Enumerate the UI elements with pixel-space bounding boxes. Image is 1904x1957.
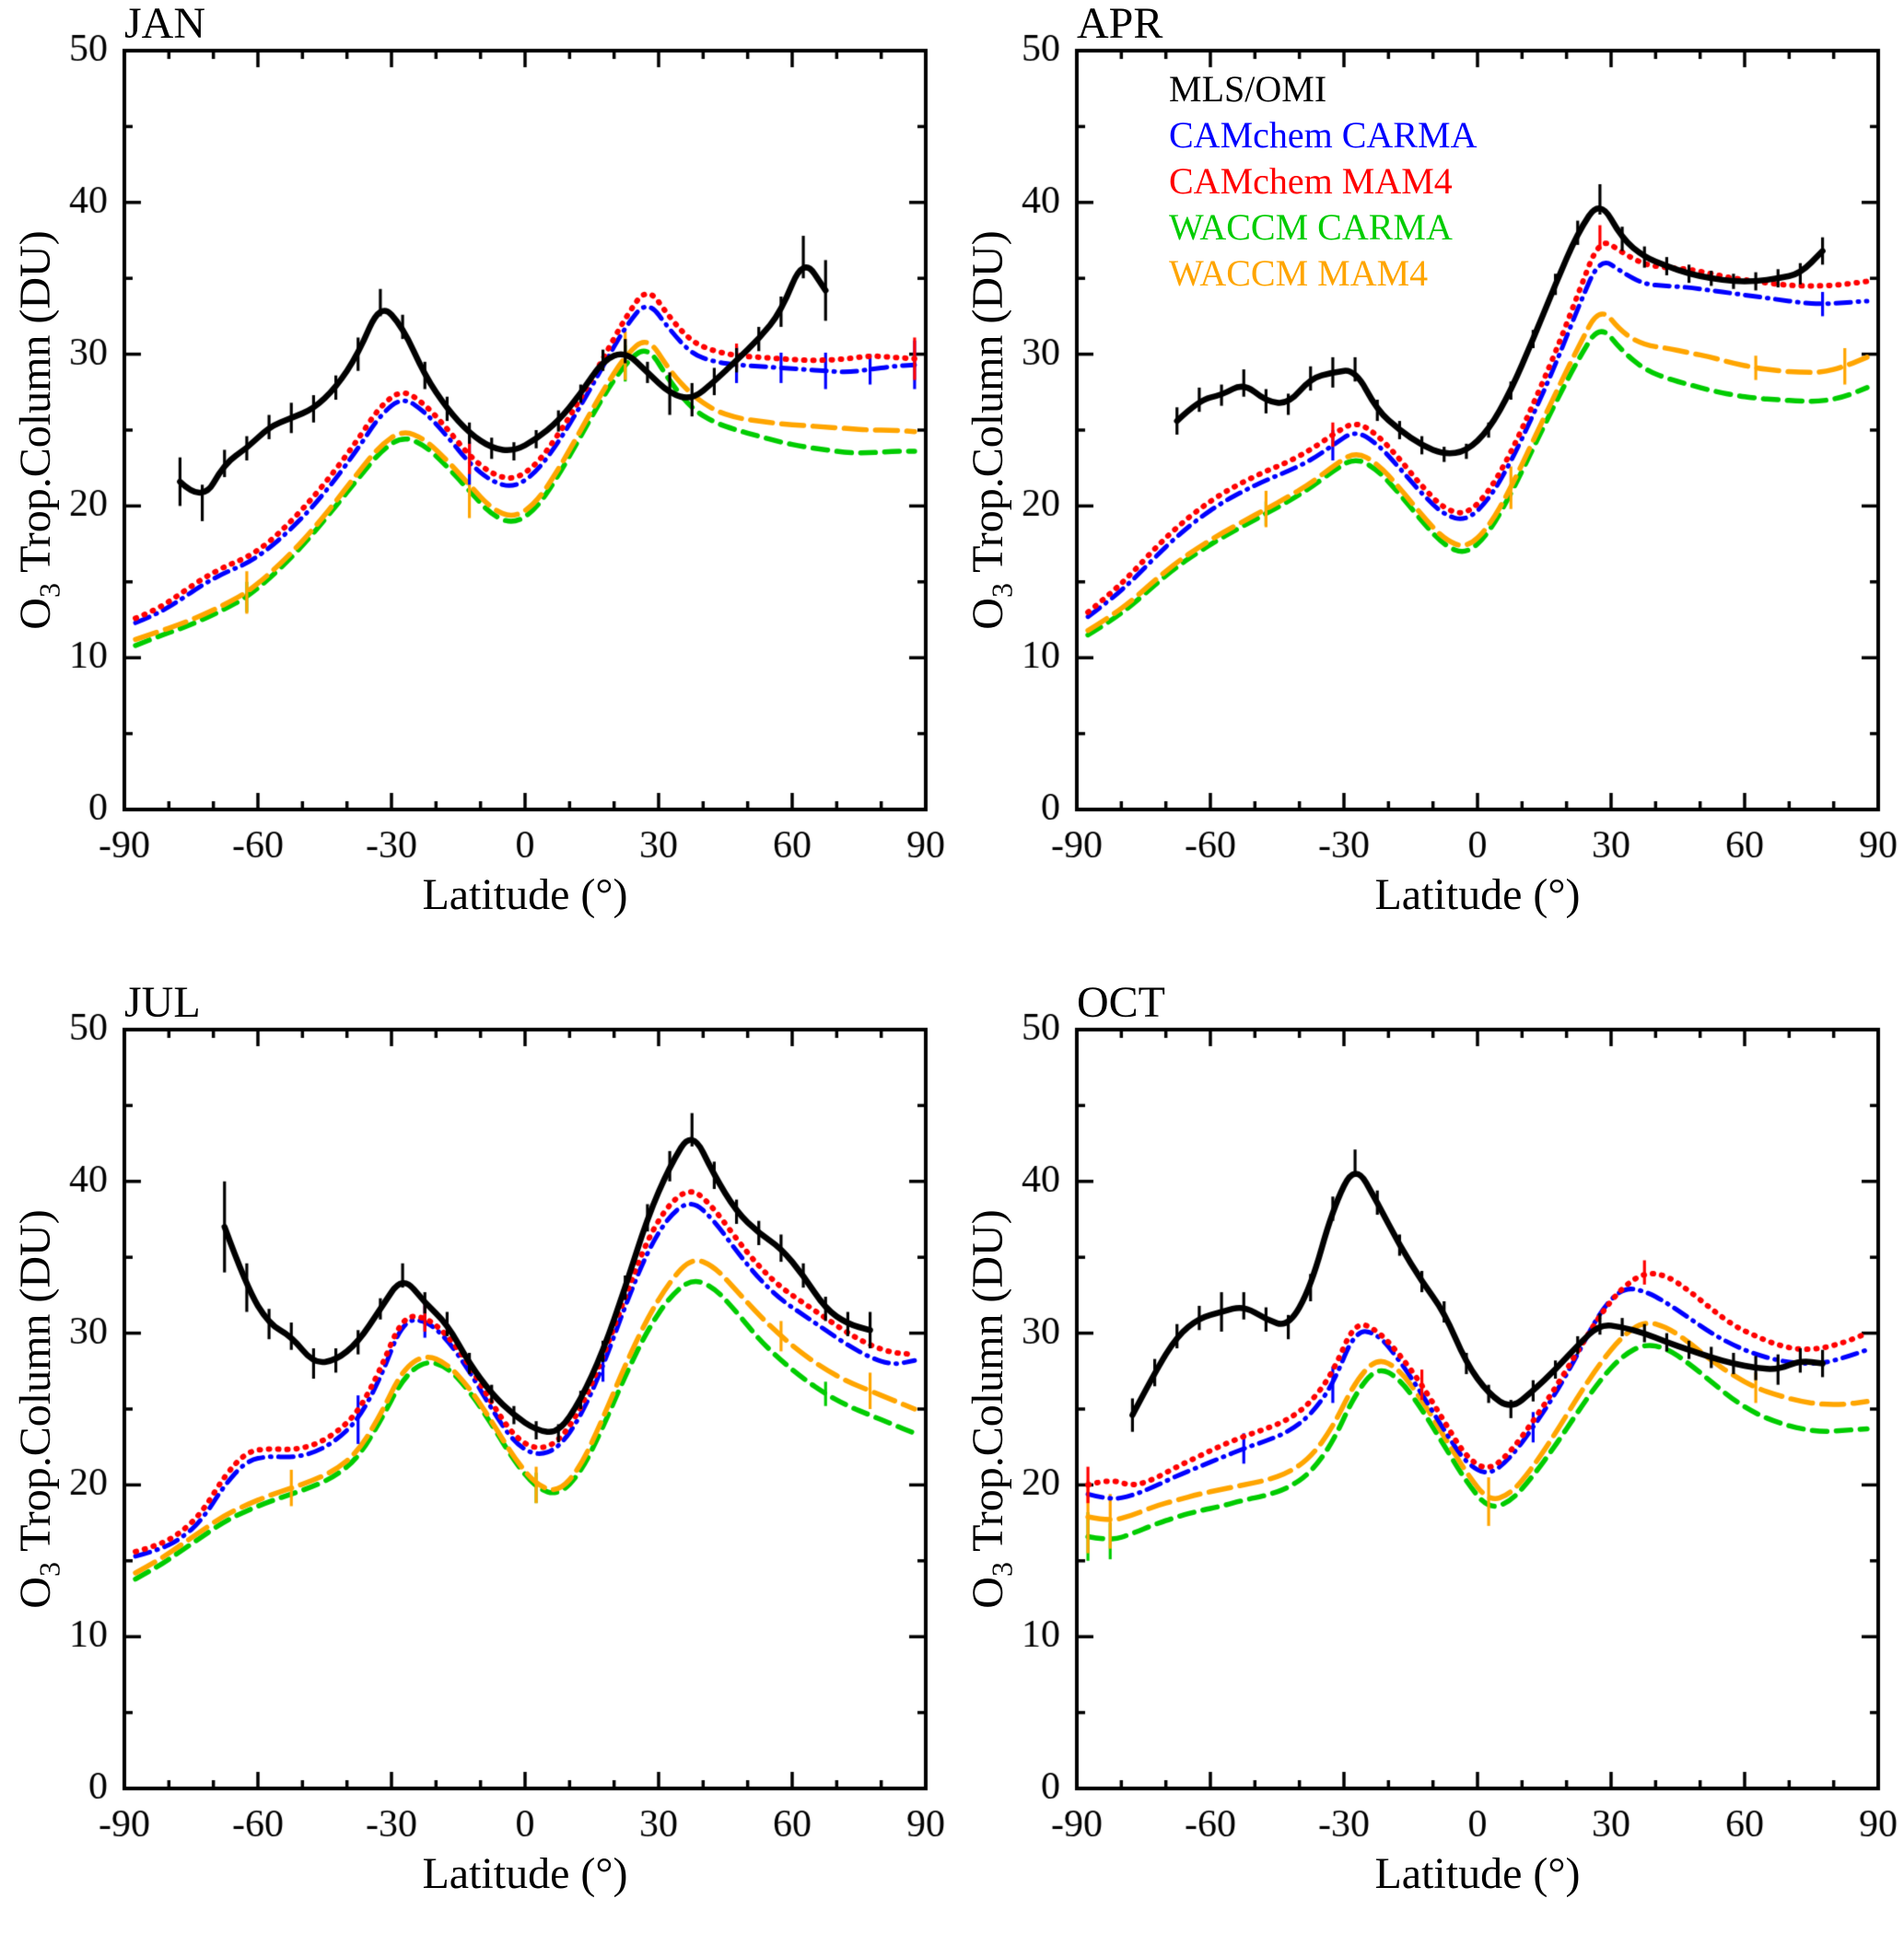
y-axis-label-subscript: 3 xyxy=(985,583,1019,599)
legend-item-waccm-carma: WACCM CARMA xyxy=(1169,206,1453,248)
plot-canvas-apr xyxy=(952,0,1904,978)
panel-title: APR xyxy=(1077,0,1163,48)
x-axis-label: Latitude (°) xyxy=(1374,870,1581,919)
y-axis-label-subscript: 3 xyxy=(985,1562,1019,1578)
panel-title: OCT xyxy=(1077,978,1165,1027)
panel-title: JUL xyxy=(124,978,201,1027)
legend-item-waccm-mam4: WACCM MAM4 xyxy=(1169,252,1429,294)
chart-panel-oct: OCT O3 Trop.Column (DU) Latitude (°) xyxy=(952,979,1904,1957)
y-axis-label-subscript: 3 xyxy=(32,1562,66,1578)
y-axis-label-text: Trop.Column (DU) xyxy=(11,1209,60,1563)
y-axis-label: O3 Trop.Column (DU) xyxy=(10,1030,66,1788)
chart-panel-apr: APR O3 Trop.Column (DU) Latitude (°) MLS… xyxy=(952,0,1904,978)
legend-item-mls-omi: MLS/OMI xyxy=(1169,68,1327,110)
legend: MLS/OMI CAMchem CARMA CAMchem MAM4 WACCM… xyxy=(1169,66,1477,297)
y-axis-label-text: Trop.Column (DU) xyxy=(11,230,60,584)
chart-panel-jan: JAN O3 Trop.Column (DU) Latitude (°) xyxy=(0,0,952,978)
legend-item-camchem-carma: CAMchem CARMA xyxy=(1169,114,1478,156)
x-axis-label: Latitude (°) xyxy=(422,1849,628,1898)
y-axis-label-text: Trop.Column (DU) xyxy=(964,230,1012,584)
x-axis-label: Latitude (°) xyxy=(422,870,628,919)
plot-canvas-oct xyxy=(952,979,1904,1957)
y-axis-label: O3 Trop.Column (DU) xyxy=(963,51,1019,810)
y-axis-label-subscript: 3 xyxy=(32,583,66,599)
y-axis-label-text: O xyxy=(11,1577,60,1609)
x-axis-label: Latitude (°) xyxy=(1374,1849,1581,1898)
plot-canvas-jul xyxy=(0,979,952,1957)
y-axis-label-text: O xyxy=(964,598,1012,630)
y-axis-label-text: Trop.Column (DU) xyxy=(964,1209,1012,1563)
legend-item-camchem-mam4: CAMchem MAM4 xyxy=(1169,160,1453,202)
y-axis-label: O3 Trop.Column (DU) xyxy=(963,1030,1019,1788)
plot-canvas-jan xyxy=(0,0,952,978)
y-axis-label-text: O xyxy=(964,1577,1012,1609)
y-axis-label-text: O xyxy=(11,598,60,630)
panel-title: JAN xyxy=(124,0,206,48)
y-axis-label: O3 Trop.Column (DU) xyxy=(10,51,66,810)
chart-panel-jul: JUL O3 Trop.Column (DU) Latitude (°) xyxy=(0,979,952,1957)
